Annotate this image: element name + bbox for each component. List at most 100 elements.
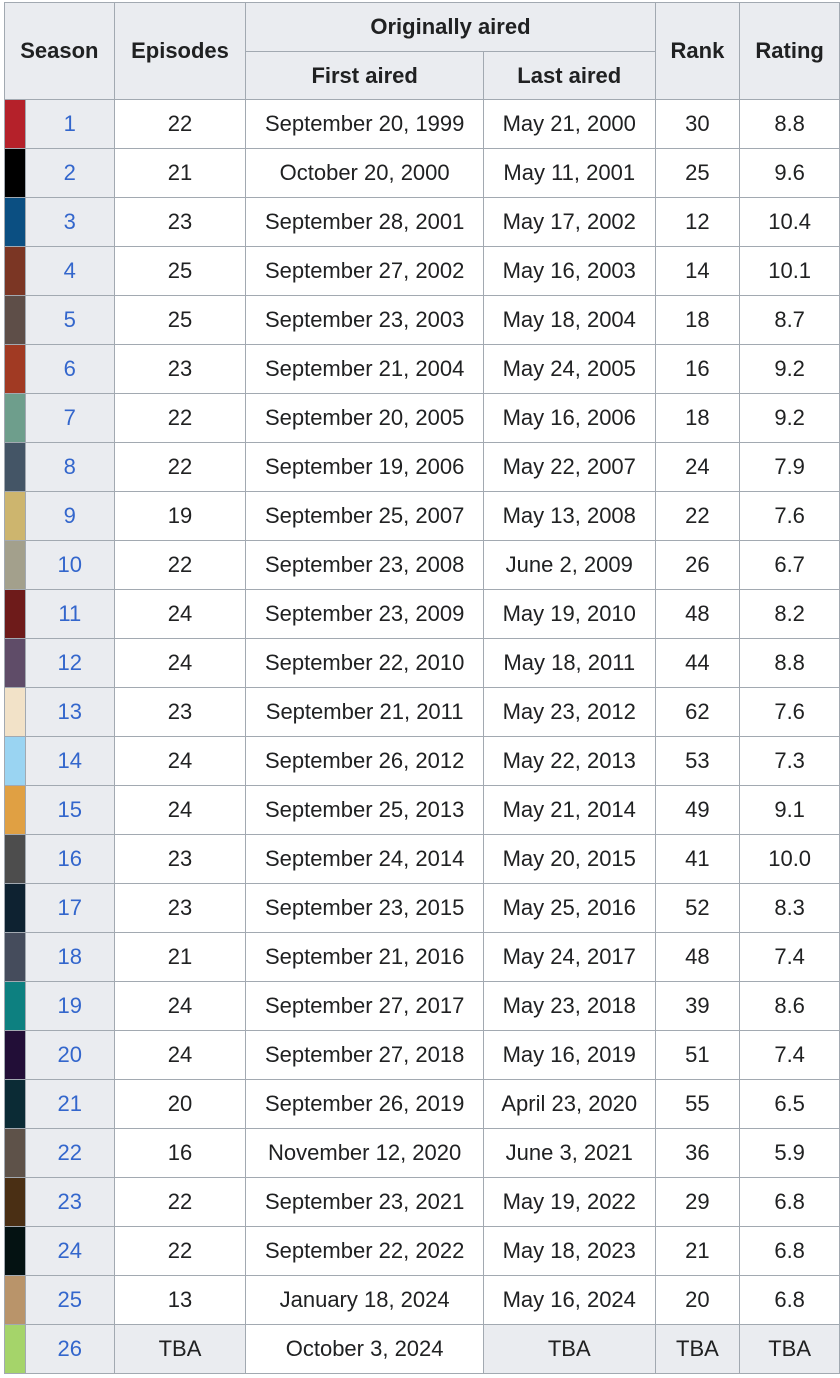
season-link[interactable]: 25 [57,1287,83,1312]
last-aired-cell: May 21, 2014 [482,785,656,835]
season-color-swatch [4,246,26,296]
season-number-cell: 14 [24,736,115,786]
last-aired-cell: May 17, 2002 [482,197,656,247]
season-link[interactable]: 11 [58,601,82,626]
episodes-cell: 23 [113,344,247,394]
episodes-cell: 23 [113,687,247,737]
episodes-cell: 21 [113,932,247,982]
season-number-cell: 7 [24,393,115,443]
season-link[interactable]: 2 [63,160,76,185]
table-row: 18 21 September 21, 2016 May 24, 2017 48 7.4 [4,932,840,982]
rating-cell: 6.8 [739,1226,840,1276]
season-number-cell: 13 [24,687,115,737]
first-aired-cell: September 26, 2012 [245,736,484,786]
table-row: 24 22 September 22, 2022 May 18, 2023 21 6.8 [4,1226,840,1276]
season-link[interactable]: 1 [63,111,76,136]
season-link[interactable]: 19 [57,993,83,1018]
season-link[interactable]: 14 [57,748,83,773]
table-row: 5 25 September 23, 2003 May 18, 2004 18 8.7 [4,295,840,345]
first-aired-cell: October 20, 2000 [245,148,484,198]
first-aired-cell: September 24, 2014 [245,834,484,884]
season-number-cell: 9 [24,491,115,541]
header-rating[interactable]: Rating [739,2,840,100]
season-link[interactable]: 15 [57,797,83,822]
header-first-aired[interactable]: First aired [245,51,484,100]
season-link[interactable]: 24 [57,1238,83,1263]
season-link[interactable]: 10 [57,552,83,577]
table-row: 19 24 September 27, 2017 May 23, 2018 39 8.6 [4,981,840,1031]
rank-cell: 30 [654,99,741,149]
season-link[interactable]: 4 [63,258,76,283]
rating-cell: 9.2 [739,344,840,394]
header-last-aired[interactable]: Last aired [482,51,656,100]
season-number-cell: 2 [24,148,115,198]
season-link[interactable]: 9 [63,503,76,528]
season-link[interactable]: 21 [57,1091,83,1116]
episodes-cell: 22 [113,442,247,492]
rating-cell: 7.6 [739,491,840,541]
episodes-cell: 24 [113,589,247,639]
header-season[interactable]: Season [4,2,115,100]
season-color-swatch [4,981,26,1031]
season-link[interactable]: 8 [63,454,76,479]
rank-cell: 26 [654,540,741,590]
season-link[interactable]: 22 [57,1140,83,1165]
season-color-swatch [4,687,26,737]
rating-cell: TBA [739,1324,840,1374]
rating-cell: 6.7 [739,540,840,590]
last-aired-cell: June 2, 2009 [482,540,656,590]
season-link[interactable]: 23 [57,1189,83,1214]
season-color-swatch [4,932,26,982]
table-row: 25 13 January 18, 2024 May 16, 2024 20 6.8 [4,1275,840,1325]
rating-cell: 9.6 [739,148,840,198]
season-link[interactable]: 26 [57,1336,83,1361]
first-aired-cell: September 23, 2008 [245,540,484,590]
last-aired-cell: May 16, 2006 [482,393,656,443]
first-aired-cell: September 23, 2009 [245,589,484,639]
episodes-cell: 24 [113,1030,247,1080]
season-number-cell: 18 [24,932,115,982]
season-number-cell: 17 [24,883,115,933]
season-number-cell: 10 [24,540,115,590]
season-link[interactable]: 5 [63,307,76,332]
season-link[interactable]: 3 [63,209,76,234]
rank-cell: 39 [654,981,741,1031]
season-link[interactable]: 13 [57,699,83,724]
rank-cell: 51 [654,1030,741,1080]
rank-cell: 22 [654,491,741,541]
header-originally-aired: Originally aired [245,2,656,52]
season-link[interactable]: 16 [57,846,83,871]
season-color-swatch [4,1324,26,1374]
season-link[interactable]: 12 [57,650,83,675]
season-color-swatch [4,1275,26,1325]
table-row: 6 23 September 21, 2004 May 24, 2005 16 9.2 [4,344,840,394]
season-color-swatch [4,1226,26,1276]
season-number-cell: 4 [24,246,115,296]
season-number-cell: 24 [24,1226,115,1276]
season-link[interactable]: 17 [57,895,83,920]
season-link[interactable]: 6 [63,356,76,381]
rank-cell: 62 [654,687,741,737]
rating-cell: 8.6 [739,981,840,1031]
season-link[interactable]: 7 [63,405,76,430]
header-episodes[interactable]: Episodes [113,2,247,100]
last-aired-cell: June 3, 2021 [482,1128,656,1178]
table-row: 26 TBA October 3, 2024 TBA TBA TBA [4,1324,840,1374]
episodes-cell: 22 [113,540,247,590]
episodes-cell: 16 [113,1128,247,1178]
episodes-cell: 24 [113,785,247,835]
rating-cell: 8.7 [739,295,840,345]
season-color-swatch [4,638,26,688]
rating-cell: 6.8 [739,1275,840,1325]
season-link[interactable]: 18 [57,944,83,969]
season-link[interactable]: 20 [57,1042,83,1067]
header-rank[interactable]: Rank [654,2,741,100]
episodes-cell: 20 [113,1079,247,1129]
rating-cell: 7.3 [739,736,840,786]
rating-cell: 8.8 [739,638,840,688]
first-aired-cell: October 3, 2024 [245,1324,484,1374]
episodes-cell: 19 [113,491,247,541]
season-color-swatch [4,1128,26,1178]
table-row: 2 21 October 20, 2000 May 11, 2001 25 9.6 [4,148,840,198]
episodes-cell: 23 [113,834,247,884]
